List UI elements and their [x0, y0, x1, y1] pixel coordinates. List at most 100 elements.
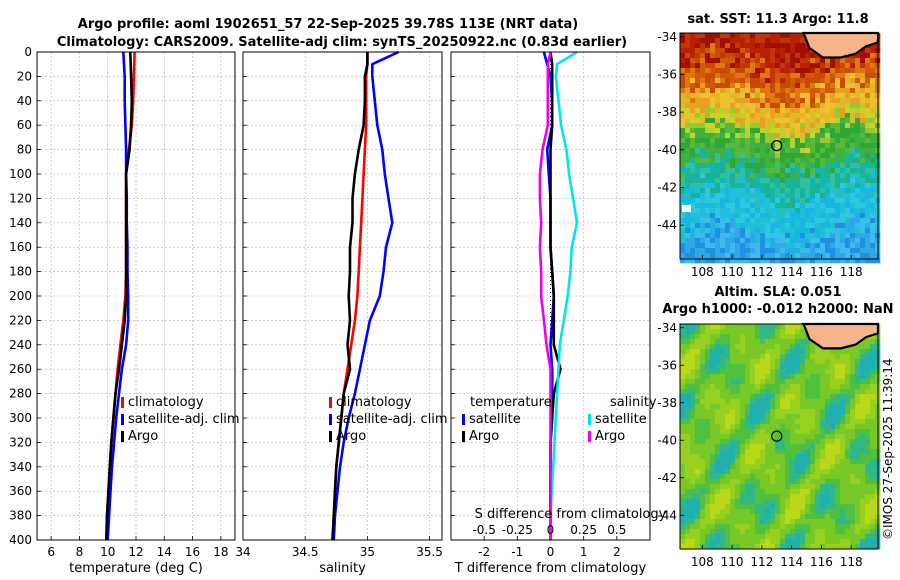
map-cell [860, 399, 866, 405]
map-cell [775, 369, 781, 375]
map-cell [800, 489, 806, 495]
map-cell [810, 474, 816, 480]
map-cell [865, 98, 871, 104]
map-cell [735, 138, 741, 144]
map-cell [685, 198, 691, 204]
map-cell [730, 339, 736, 345]
map-cell [715, 188, 721, 194]
map-cell [775, 88, 781, 94]
map-cell [710, 494, 716, 500]
map-cell [700, 183, 706, 189]
y-tick-label: -34 [657, 321, 677, 335]
map-cell [775, 243, 781, 249]
map-cell [775, 374, 781, 380]
map-cell [685, 374, 691, 380]
map-cell [705, 173, 711, 179]
map-cell [750, 218, 756, 224]
map-cell [685, 324, 691, 330]
map-cell [790, 203, 796, 209]
map-cell [740, 479, 746, 485]
map-cell [855, 53, 861, 59]
map-cell [825, 474, 831, 480]
map-cell [800, 424, 806, 430]
map-cell [685, 158, 691, 164]
map-cell [835, 68, 841, 74]
map-cell [830, 374, 836, 380]
map-cell [705, 163, 711, 169]
map-cell [770, 414, 776, 420]
map-cell [805, 218, 811, 224]
map-cell [855, 494, 861, 500]
map-cell [810, 444, 816, 450]
map-cell [800, 63, 806, 69]
map-cell [785, 349, 791, 355]
map-cell [735, 243, 741, 249]
map-cell [760, 489, 766, 495]
map-cell [830, 464, 836, 470]
y-tick-label: 300 [9, 411, 32, 425]
map-cell [725, 454, 731, 460]
map-cell [825, 63, 831, 69]
map-cell [695, 83, 701, 89]
map-cell [725, 148, 731, 154]
map-cell [780, 399, 786, 405]
map-cell [710, 394, 716, 400]
map-cell [705, 73, 711, 79]
map-cell [870, 128, 876, 134]
map-cell [815, 233, 821, 239]
map-cell [690, 223, 696, 229]
map-cell [815, 118, 821, 124]
map-cell [840, 419, 846, 425]
map-cell [795, 53, 801, 59]
map-cell [680, 449, 686, 455]
map-cell [830, 143, 836, 149]
map-cell [775, 519, 781, 525]
map-cell [850, 243, 856, 249]
map-cell [700, 359, 706, 365]
map-cell [780, 489, 786, 495]
map-cell [800, 128, 806, 134]
map-cell [790, 148, 796, 154]
map-cell [715, 434, 721, 440]
map-cell [815, 123, 821, 129]
map-cell [680, 58, 686, 64]
map-cell [830, 93, 836, 99]
map-cell [700, 329, 706, 335]
map-cell [820, 414, 826, 420]
y-tick-label: -42 [657, 180, 677, 194]
map-cell [860, 449, 866, 455]
map-cell [760, 118, 766, 124]
map-cell [805, 534, 811, 540]
map-cell [680, 248, 686, 254]
map-cell [725, 474, 731, 480]
map-cell [690, 73, 696, 79]
map-cell [765, 128, 771, 134]
map-cell [775, 489, 781, 495]
map-cell [685, 148, 691, 154]
map-cell [770, 213, 776, 219]
map-cell [870, 494, 876, 500]
map-cell [705, 539, 711, 545]
map-cell [850, 173, 856, 179]
map-cell [835, 253, 841, 259]
map-cell [845, 73, 851, 79]
map-cell [745, 93, 751, 99]
map-cell [810, 63, 816, 69]
map-cell [780, 354, 786, 360]
map-cell [860, 369, 866, 375]
map-cell [770, 123, 776, 129]
map-cell [755, 208, 761, 214]
map-cell [710, 444, 716, 450]
map-cell [710, 123, 716, 129]
map-cell [865, 93, 871, 99]
map-cell [820, 359, 826, 365]
map-cell [835, 93, 841, 99]
map-cell [695, 118, 701, 124]
map-cell [730, 324, 736, 330]
map-cell [780, 168, 786, 174]
map-cell [835, 258, 841, 264]
map-cell [705, 369, 711, 375]
map-cell [840, 108, 846, 114]
map-cell [785, 133, 791, 139]
map-cell [740, 238, 746, 244]
